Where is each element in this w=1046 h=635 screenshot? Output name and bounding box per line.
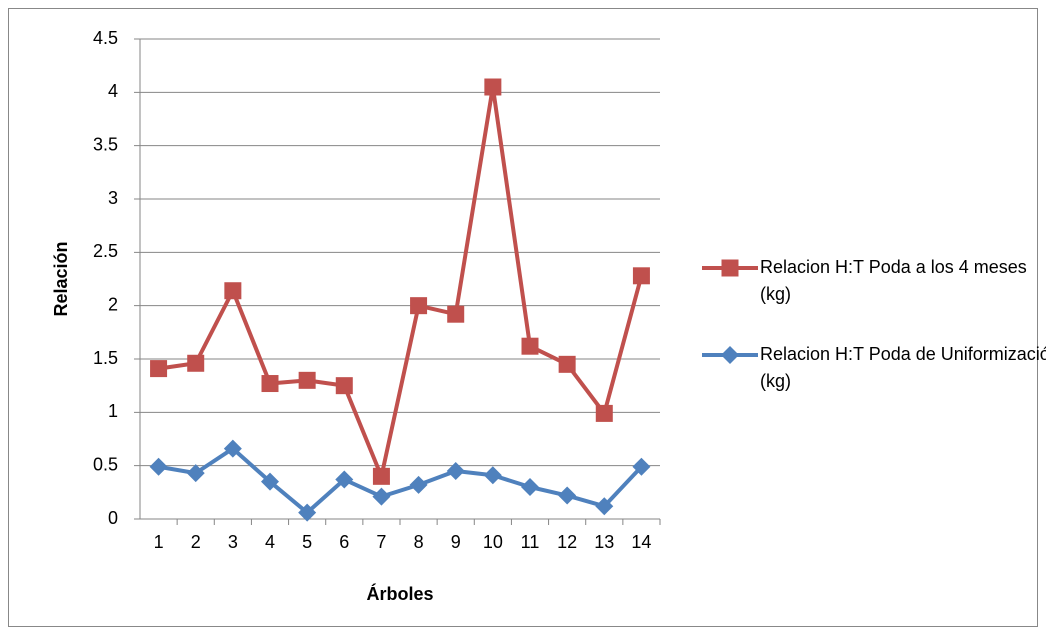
x-tick-label: 7 xyxy=(376,532,386,552)
x-axis-label: Árboles xyxy=(366,583,433,604)
point xyxy=(187,354,205,372)
y-axis-label: Relación xyxy=(51,241,71,316)
x-tick-label: 14 xyxy=(631,532,651,552)
point xyxy=(372,467,390,485)
point xyxy=(632,457,651,476)
point xyxy=(150,360,168,378)
y-tick-label: 1 xyxy=(108,401,118,421)
point xyxy=(558,355,576,373)
point xyxy=(409,475,428,494)
point xyxy=(410,297,428,315)
x-tick-label: 5 xyxy=(302,532,312,552)
x-tick-label: 6 xyxy=(339,532,349,552)
x-tick-label: 8 xyxy=(414,532,424,552)
y-tick-label: 2 xyxy=(108,294,118,314)
point xyxy=(372,487,391,506)
y-tick-label: 2.5 xyxy=(93,241,118,261)
point xyxy=(223,439,242,458)
x-tick-label: 2 xyxy=(191,532,201,552)
y-tick-label: 1.5 xyxy=(93,348,118,368)
legend-label: Relacion H:T Poda de Uniformización (kg) xyxy=(760,344,1046,391)
point xyxy=(224,282,242,300)
point xyxy=(595,497,614,516)
point xyxy=(595,404,613,422)
chart-border xyxy=(8,8,1038,627)
point xyxy=(721,259,739,277)
y-tick-label: 3 xyxy=(108,188,118,208)
y-tick-label: 4.5 xyxy=(93,28,118,48)
point xyxy=(447,305,465,323)
x-tick-label: 11 xyxy=(521,532,540,552)
point xyxy=(335,470,354,489)
point xyxy=(721,346,739,364)
point xyxy=(521,337,539,355)
x-tick-label: 12 xyxy=(557,532,577,552)
point xyxy=(483,466,502,485)
x-tick-label: 13 xyxy=(594,532,614,552)
y-tick-label: 4 xyxy=(108,81,118,101)
point xyxy=(186,464,205,483)
point xyxy=(149,457,168,476)
point xyxy=(558,486,577,505)
point xyxy=(521,478,539,496)
point xyxy=(261,375,279,393)
y-tick-label: 0 xyxy=(108,508,118,528)
point xyxy=(632,267,650,285)
point xyxy=(298,371,316,389)
x-tick-label: 10 xyxy=(483,532,503,552)
point xyxy=(335,377,353,395)
point xyxy=(484,78,502,96)
legend-label: Relacion H:T Poda a los 4 meses (kg) xyxy=(760,257,1027,304)
point xyxy=(298,503,317,522)
x-tick-label: 3 xyxy=(228,532,238,552)
y-tick-label: 0.5 xyxy=(93,454,118,474)
x-tick-label: 1 xyxy=(154,532,164,552)
y-tick-label: 3.5 xyxy=(93,134,118,154)
point xyxy=(446,462,465,480)
x-tick-label: 9 xyxy=(451,532,461,552)
point xyxy=(261,472,279,491)
x-tick-label: 4 xyxy=(265,532,275,552)
